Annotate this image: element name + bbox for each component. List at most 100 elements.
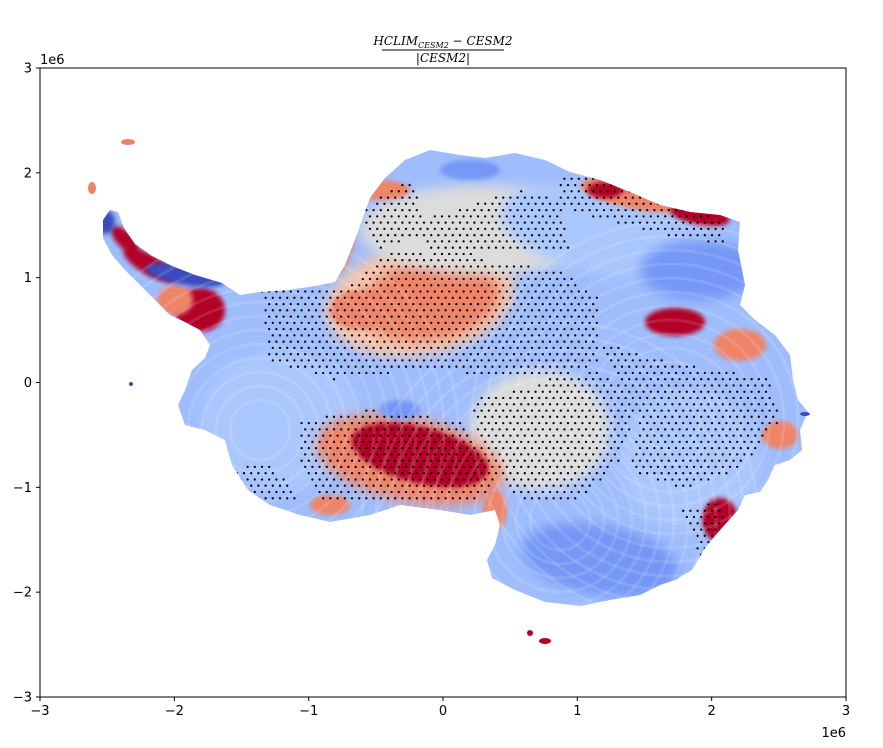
stipple-dot xyxy=(293,359,296,362)
stipple-dot xyxy=(437,234,440,237)
stipple-dot xyxy=(250,472,253,475)
stipple-dot xyxy=(491,415,494,418)
stipple-dot xyxy=(260,503,264,506)
stipple-dot xyxy=(556,465,559,469)
stipple-dot xyxy=(401,196,404,199)
stipple-dot xyxy=(545,208,548,212)
stipple-dot xyxy=(736,390,739,393)
stipple-dot xyxy=(642,215,645,218)
stipple-dot xyxy=(354,428,357,431)
stipple-dot xyxy=(368,415,372,418)
stipple-dot xyxy=(574,334,577,337)
field-blob xyxy=(103,210,115,234)
stipple-dot xyxy=(430,421,433,425)
stipple-dot xyxy=(412,490,415,494)
stipple-dot xyxy=(527,490,530,494)
stipple-dot xyxy=(304,302,307,306)
stipple-dot xyxy=(523,421,526,425)
stipple-dot xyxy=(628,365,631,368)
stipple-dot xyxy=(545,296,548,299)
stipple-dot xyxy=(718,459,721,462)
stipple-dot xyxy=(638,434,642,437)
grid-ring xyxy=(624,374,716,466)
stipple-dot xyxy=(682,208,685,212)
stipple-dot xyxy=(530,409,534,412)
stipple-dot xyxy=(581,484,584,487)
stipple-dot xyxy=(494,409,498,412)
stipple-dot xyxy=(559,409,562,412)
stipple-dot xyxy=(624,396,627,400)
stipple-dot xyxy=(318,315,321,318)
stipple-dot xyxy=(574,321,577,325)
stipple-dot xyxy=(379,321,382,325)
x-tick-label: 1 xyxy=(573,704,581,719)
stipple-dot xyxy=(379,196,382,199)
stipple-dot xyxy=(674,409,678,412)
stipple-dot xyxy=(718,434,721,437)
stipple-dot xyxy=(476,215,480,218)
stipple-dot xyxy=(649,190,652,193)
stipple-dot xyxy=(638,472,642,475)
stipple-dot xyxy=(552,409,555,412)
stipple-dot xyxy=(638,183,642,187)
stipple-dot xyxy=(617,359,620,362)
stipple-dot xyxy=(358,321,361,325)
stipple-dot xyxy=(451,296,454,299)
stipple-dot xyxy=(516,359,519,362)
stipple-dot xyxy=(577,403,580,406)
stipple-dot xyxy=(336,296,339,299)
stipple-dot xyxy=(523,284,526,287)
stipple-dot xyxy=(739,446,742,450)
stipple-dot xyxy=(696,396,699,400)
stipple-dot xyxy=(556,340,559,343)
stipple-dot xyxy=(570,490,573,494)
stipple-dot xyxy=(563,390,566,393)
stipple-dot xyxy=(354,490,357,494)
stipple-dot xyxy=(390,415,393,418)
stipple-dot xyxy=(347,490,350,494)
stipple-dot xyxy=(469,252,472,256)
stipple-dot xyxy=(307,472,310,475)
stipple-dot xyxy=(743,390,746,393)
stipple-dot xyxy=(559,334,562,337)
stipple-dot xyxy=(570,277,573,281)
stipple-dot xyxy=(574,384,577,387)
stipple-dot xyxy=(476,202,480,205)
stipple-dot xyxy=(523,446,526,450)
stipple-dot xyxy=(736,428,739,431)
stipple-dot xyxy=(631,183,634,187)
stipple-dot xyxy=(311,327,314,331)
stipple-dot xyxy=(354,302,357,306)
stipple-dot xyxy=(530,309,534,312)
stipple-dot xyxy=(473,497,476,500)
stipple-dot xyxy=(318,453,321,456)
stipple-dot xyxy=(556,478,559,481)
stipple-dot xyxy=(646,396,649,400)
stipple-dot xyxy=(401,259,404,262)
stipple-dot xyxy=(444,421,447,425)
stipple-dot xyxy=(610,196,613,199)
stipple-dot xyxy=(494,434,498,437)
stipple-dot xyxy=(440,453,444,456)
stipple-dot xyxy=(646,359,649,362)
stipple-dot xyxy=(505,340,508,343)
stipple-dot xyxy=(379,296,382,299)
stipple-dot xyxy=(487,321,490,325)
stipple-dot xyxy=(318,365,321,368)
stipple-dot xyxy=(527,202,530,205)
stipple-dot xyxy=(293,497,296,500)
stipple-dot xyxy=(404,327,408,331)
stipple-dot xyxy=(354,365,357,368)
stipple-dot xyxy=(707,440,710,444)
stipple-dot xyxy=(509,371,512,375)
stipple-dot xyxy=(275,490,278,494)
stipple-dot xyxy=(412,327,415,331)
stipple-dot xyxy=(480,472,483,475)
stipple-dot xyxy=(635,190,638,193)
stipple-dot xyxy=(408,234,411,237)
stipple-dot xyxy=(455,290,458,293)
stipple-dot xyxy=(282,327,285,331)
field-blob xyxy=(111,226,139,254)
stipple-dot xyxy=(383,202,386,205)
stipple-dot xyxy=(433,277,436,281)
